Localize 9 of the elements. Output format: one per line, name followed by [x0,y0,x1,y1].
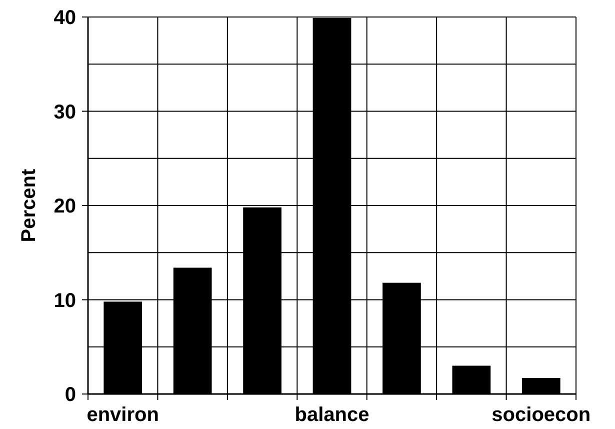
y-tick-label: 40 [54,7,76,29]
x-tick-label: balance [294,404,370,426]
y-axis-title: Percent [18,168,40,242]
x-tick-label: environ [86,404,159,426]
y-tick-label: 30 [54,101,76,124]
x-tick-label: socioecon [492,404,591,426]
y-tick-label: 0 [64,384,76,406]
y-tick-label: 20 [54,196,76,218]
y-tick-label: 10 [54,290,76,312]
